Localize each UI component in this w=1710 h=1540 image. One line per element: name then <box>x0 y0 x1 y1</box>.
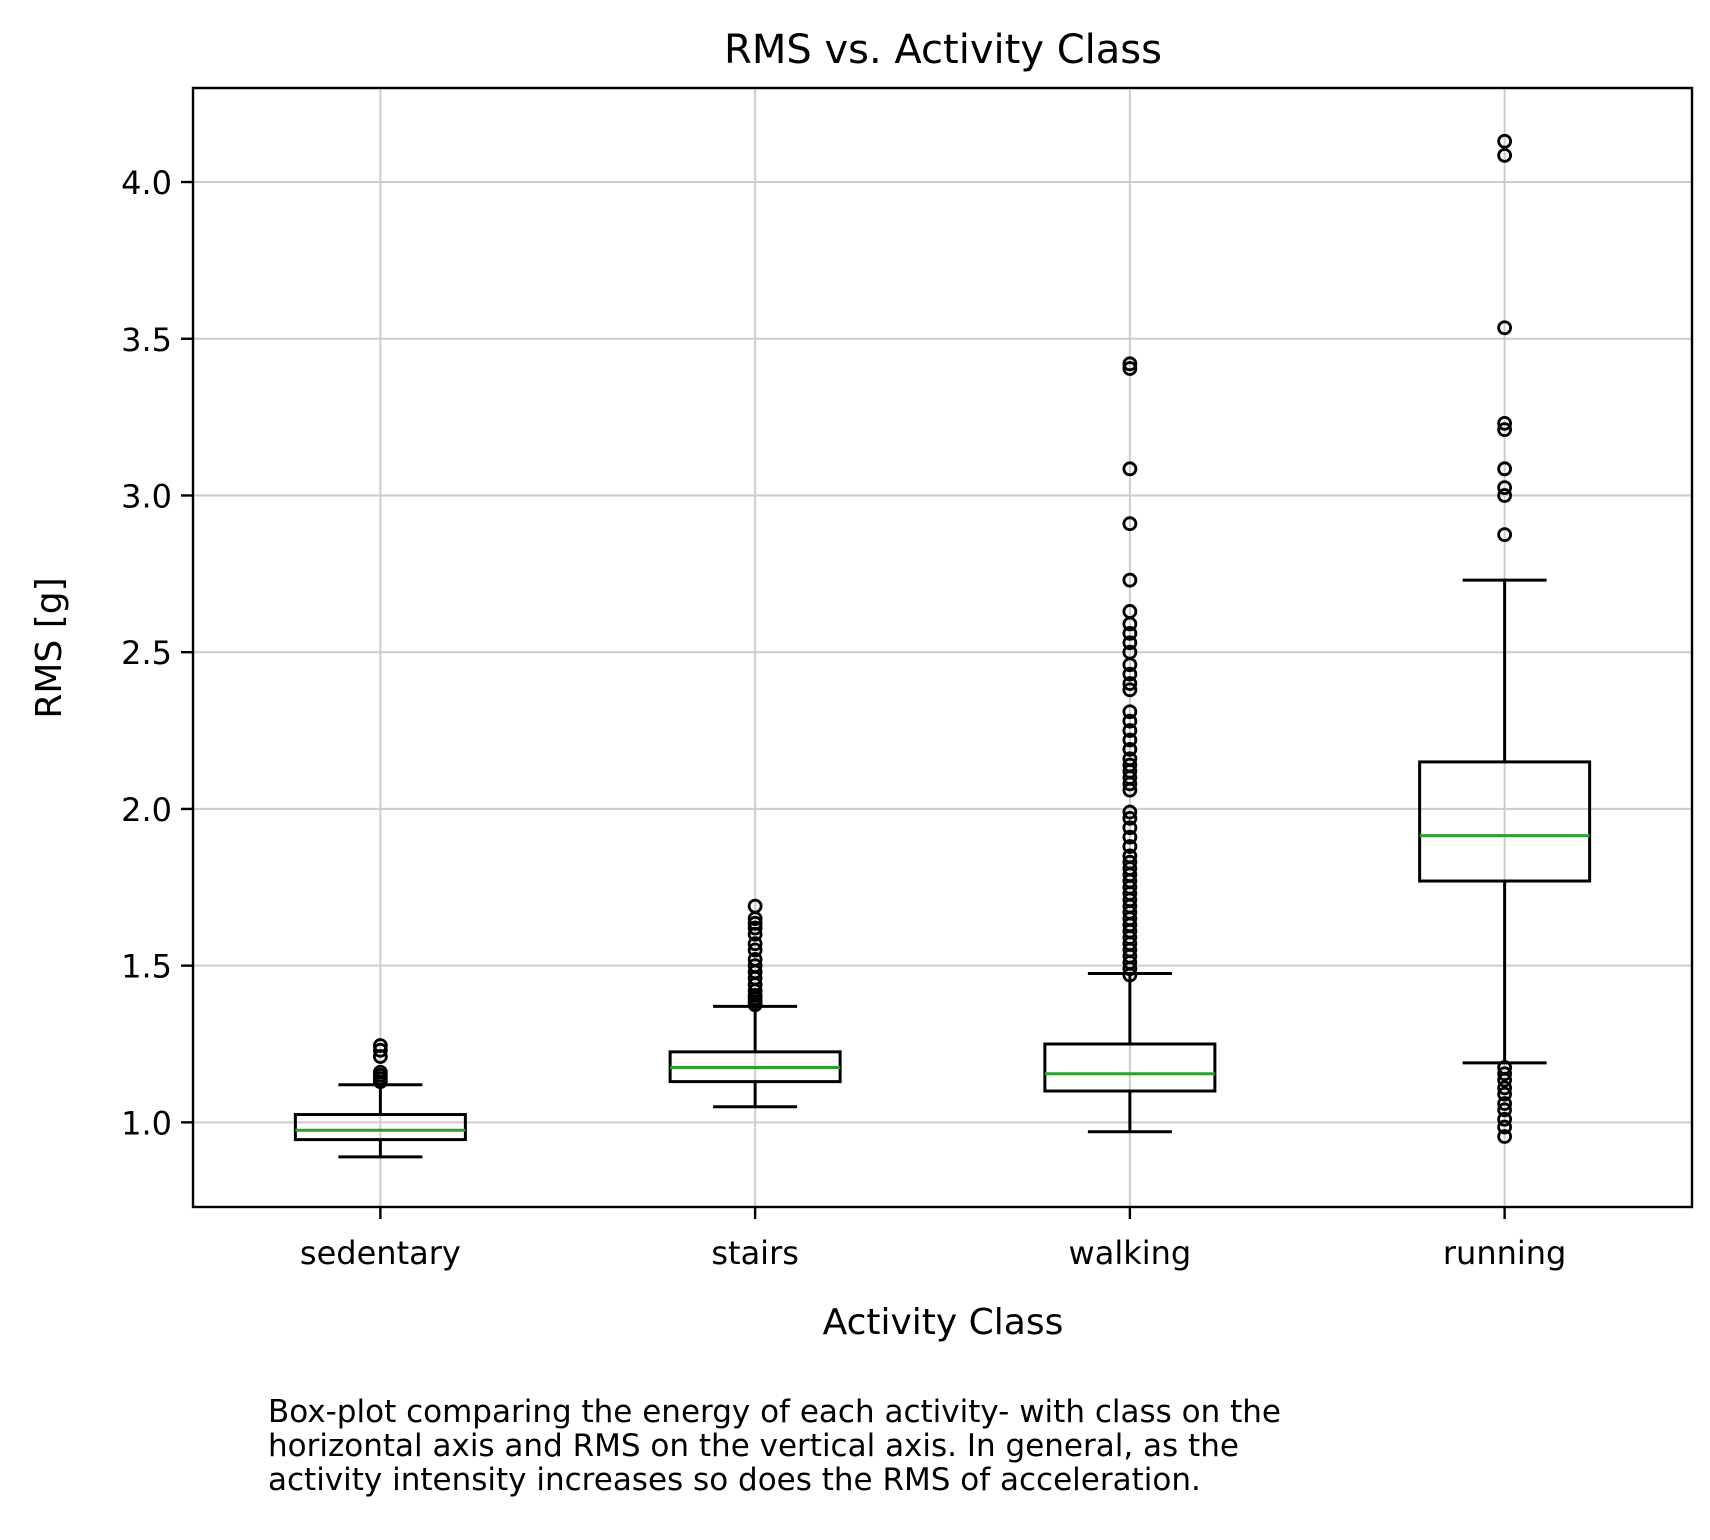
outlier-point <box>747 915 763 931</box>
y-tick-label: 3.0 <box>121 477 172 515</box>
outlier-point <box>372 1038 388 1053</box>
outlier-point <box>1122 644 1138 660</box>
x-tick-label-sedentary: sedentary <box>300 1234 461 1272</box>
y-tick-label: 2.0 <box>121 791 172 829</box>
iqr-box <box>1043 1042 1217 1093</box>
outlier-point <box>1122 751 1138 767</box>
chart-title: RMS vs. Activity Class <box>724 27 1162 73</box>
x-axis-label: Activity Class <box>823 1302 1064 1343</box>
figure-caption: Box-plot comparing the energy of each ac… <box>268 1394 1281 1498</box>
outlier-point <box>1497 147 1513 163</box>
outlier-point <box>1122 829 1138 845</box>
x-axis: sedentary stairs walking running <box>300 1207 1566 1272</box>
outlier-point <box>1497 488 1513 503</box>
outlier-point <box>1497 480 1513 496</box>
y-tick-label: 2.5 <box>121 634 172 672</box>
outlier-point <box>747 920 763 936</box>
outlier-point <box>1122 625 1138 641</box>
box-plot-chart: RMS vs. Activity Class 1.0 1.5 2.0 2.5 3.0 3.… <box>29 27 1694 1343</box>
outlier-point <box>747 958 763 974</box>
outlier-point <box>1497 1060 1513 1075</box>
outlier-point <box>1122 854 1138 870</box>
outlier-point <box>1122 635 1138 651</box>
outlier-point <box>1497 461 1513 477</box>
y-axis: 1.0 1.5 2.0 2.5 3.0 3.5 4.0 <box>121 164 193 1142</box>
outlier-point <box>1497 1129 1513 1144</box>
outlier-point <box>1497 1111 1513 1127</box>
outlier-point <box>1497 133 1513 149</box>
x-tick-label-walking: walking <box>1069 1234 1192 1272</box>
y-tick-label: 1.0 <box>121 1104 172 1142</box>
box-stairs <box>668 898 842 1109</box>
outlier-point <box>1122 839 1138 854</box>
outlier-point <box>372 1064 388 1080</box>
x-tick-label-running: running <box>1443 1234 1566 1272</box>
outlier-point <box>1497 527 1513 543</box>
box-series <box>293 133 1592 1159</box>
outlier-point <box>1122 732 1138 748</box>
outlier-point <box>372 1042 388 1058</box>
box-walking <box>1043 356 1217 1134</box>
outlier-point <box>1497 1096 1513 1111</box>
outlier-point <box>1497 1080 1513 1096</box>
outlier-point <box>1122 810 1138 826</box>
outlier-point <box>1122 848 1138 864</box>
outlier-point <box>1122 666 1138 682</box>
y-tick-label: 3.5 <box>121 321 172 359</box>
outlier-point <box>1122 723 1138 738</box>
outlier-point <box>1497 1066 1513 1082</box>
outlier-point <box>747 936 763 952</box>
outlier-point <box>1497 1119 1513 1135</box>
outlier-point <box>1122 572 1138 588</box>
y-axis-label: RMS [g] <box>29 577 70 718</box>
outlier-point <box>747 951 763 967</box>
outlier-point <box>1497 422 1513 438</box>
box-running <box>1418 133 1592 1144</box>
outlier-point <box>1497 1102 1513 1118</box>
outlier-point <box>1122 713 1138 729</box>
iqr-box <box>1418 760 1592 883</box>
y-tick-label: 1.5 <box>121 948 172 986</box>
outlier-point <box>1122 741 1138 757</box>
outlier-point <box>1497 1086 1513 1102</box>
outlier-point <box>1122 682 1138 698</box>
outlier-point <box>1122 461 1138 477</box>
outlier-point <box>1122 361 1138 376</box>
outlier-point <box>747 942 763 958</box>
plot-frame <box>191 86 1694 1209</box>
iqr-box <box>293 1113 467 1142</box>
outlier-point <box>1497 415 1513 431</box>
outlier-point <box>747 898 763 914</box>
outlier-point <box>1122 757 1138 773</box>
outlier-point <box>1122 604 1138 619</box>
outlier-point <box>1122 704 1138 720</box>
grid-lines <box>193 88 1692 1207</box>
outlier-point <box>1122 804 1138 820</box>
box-sedentary <box>293 1038 467 1159</box>
y-tick-label: 4.0 <box>121 164 172 202</box>
outlier-point <box>1122 676 1138 691</box>
x-tick-label-stairs: stairs <box>711 1234 799 1272</box>
outlier-point <box>1122 516 1138 532</box>
outlier-point <box>1497 320 1513 336</box>
outlier-point <box>1122 820 1138 836</box>
outlier-point <box>1122 356 1138 372</box>
